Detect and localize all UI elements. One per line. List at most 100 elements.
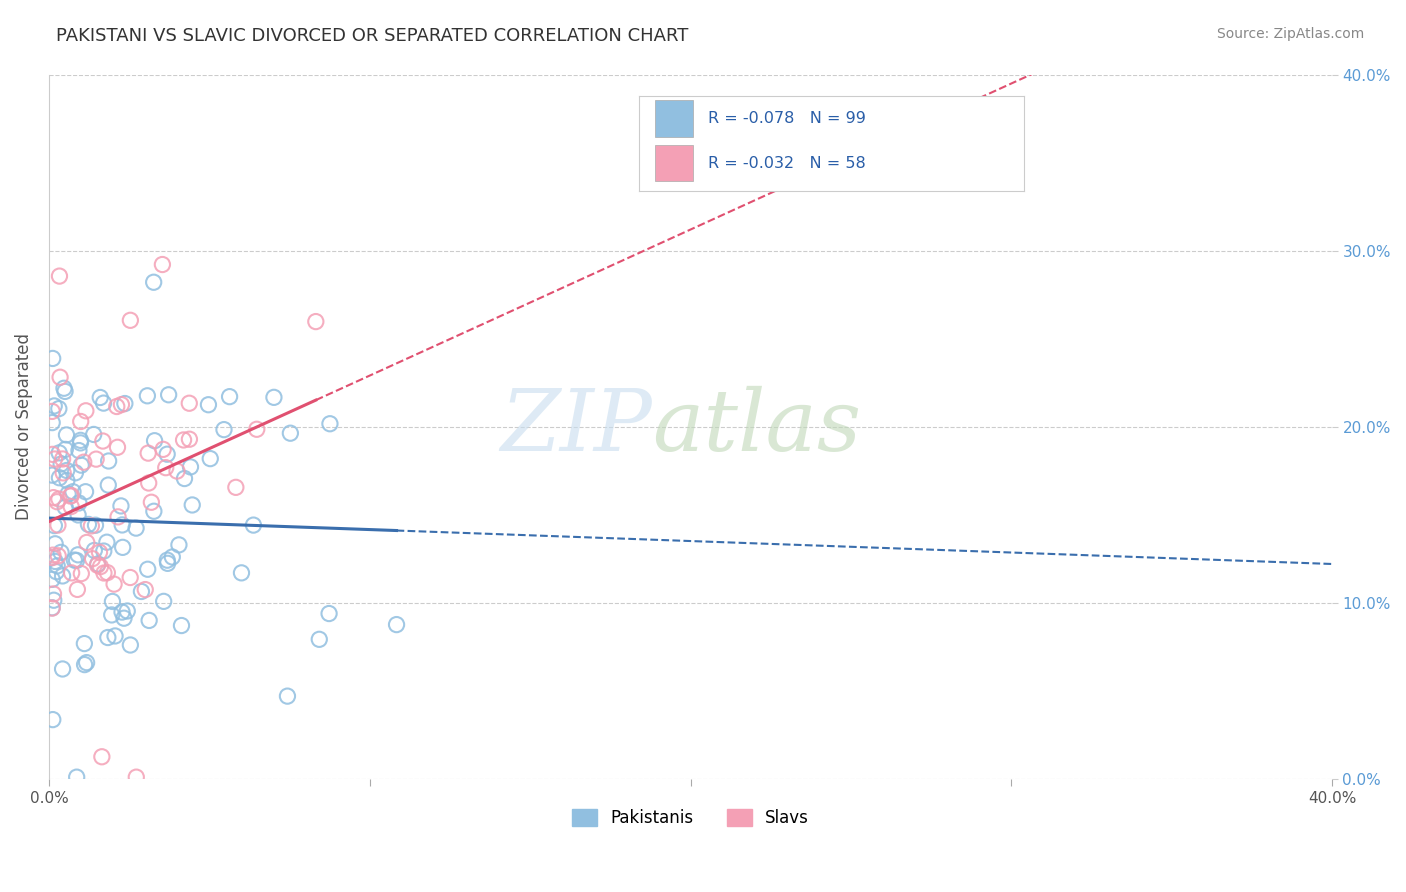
Point bbox=[52, 466, 75, 480]
Point bbox=[70, 566, 93, 581]
Point bbox=[67, 508, 90, 522]
Point bbox=[75, 404, 97, 418]
Point bbox=[170, 618, 193, 632]
Point bbox=[110, 499, 132, 513]
Point bbox=[76, 535, 98, 549]
Point bbox=[67, 443, 90, 458]
Point bbox=[212, 423, 235, 437]
Point bbox=[152, 442, 174, 457]
Point bbox=[75, 484, 97, 499]
Point bbox=[91, 434, 114, 448]
Point bbox=[73, 636, 96, 650]
Point bbox=[111, 518, 134, 533]
Point bbox=[125, 521, 148, 535]
Text: Source: ZipAtlas.com: Source: ZipAtlas.com bbox=[1216, 27, 1364, 41]
Point bbox=[86, 558, 108, 573]
Point bbox=[167, 538, 190, 552]
Point bbox=[41, 600, 63, 615]
Point bbox=[100, 607, 122, 622]
Point bbox=[105, 400, 128, 414]
Point bbox=[138, 614, 160, 628]
Point bbox=[73, 455, 96, 469]
Point bbox=[42, 587, 65, 601]
Point bbox=[84, 452, 107, 467]
Point bbox=[52, 662, 75, 676]
Point bbox=[112, 611, 135, 625]
Point bbox=[73, 657, 96, 672]
Point bbox=[42, 491, 65, 505]
Point bbox=[44, 399, 66, 413]
Point bbox=[42, 593, 65, 607]
Point bbox=[70, 458, 93, 472]
Point bbox=[41, 468, 63, 483]
Point bbox=[103, 577, 125, 591]
Point bbox=[69, 436, 91, 450]
Point bbox=[125, 770, 148, 784]
Point bbox=[142, 504, 165, 518]
Point bbox=[59, 489, 82, 503]
Point bbox=[162, 549, 184, 564]
Point bbox=[136, 562, 159, 576]
Point bbox=[134, 582, 156, 597]
Text: PAKISTANI VS SLAVIC DIVORCED OR SEPARATED CORRELATION CHART: PAKISTANI VS SLAVIC DIVORCED OR SEPARATE… bbox=[56, 27, 689, 45]
Point bbox=[276, 689, 298, 703]
Point bbox=[66, 770, 89, 784]
Point bbox=[318, 607, 340, 621]
Point bbox=[41, 550, 63, 565]
Point bbox=[41, 573, 63, 587]
Point bbox=[45, 565, 67, 579]
Point bbox=[46, 494, 69, 508]
Point bbox=[179, 396, 201, 410]
Point bbox=[67, 496, 90, 510]
Point bbox=[55, 428, 77, 442]
Point bbox=[111, 605, 134, 619]
Point bbox=[84, 518, 107, 533]
Point bbox=[48, 491, 70, 506]
Point bbox=[231, 566, 253, 580]
Point bbox=[69, 415, 91, 429]
Point bbox=[110, 398, 132, 412]
Point bbox=[52, 569, 75, 583]
Point bbox=[83, 543, 105, 558]
Point bbox=[63, 553, 86, 567]
Point bbox=[136, 389, 159, 403]
Point bbox=[89, 559, 111, 574]
Point bbox=[60, 500, 83, 514]
Point bbox=[46, 518, 69, 533]
Point bbox=[44, 537, 66, 551]
Point bbox=[138, 475, 160, 490]
Point bbox=[48, 269, 70, 284]
Point bbox=[104, 629, 127, 643]
Point bbox=[44, 554, 66, 568]
Y-axis label: Divorced or Separated: Divorced or Separated bbox=[15, 334, 32, 520]
Point bbox=[111, 541, 134, 555]
Point bbox=[69, 434, 91, 448]
Point bbox=[166, 464, 188, 478]
Point bbox=[280, 426, 302, 441]
Point bbox=[89, 391, 111, 405]
Point bbox=[49, 457, 72, 471]
Point bbox=[87, 557, 110, 571]
Point bbox=[97, 631, 120, 645]
Point bbox=[93, 544, 115, 558]
Point bbox=[242, 518, 264, 533]
Point bbox=[155, 460, 177, 475]
Point bbox=[93, 566, 115, 580]
Point bbox=[93, 396, 115, 410]
Point bbox=[120, 313, 142, 327]
Point bbox=[141, 495, 163, 509]
Point bbox=[80, 519, 103, 533]
Point bbox=[49, 545, 72, 559]
Point bbox=[83, 427, 105, 442]
Point bbox=[48, 446, 70, 460]
Point bbox=[56, 487, 79, 501]
Point bbox=[56, 474, 79, 488]
Point bbox=[157, 388, 180, 402]
Point bbox=[173, 433, 195, 447]
Point bbox=[120, 638, 142, 652]
Point bbox=[41, 404, 63, 418]
Point bbox=[114, 396, 136, 410]
Point bbox=[52, 452, 75, 467]
Point bbox=[48, 471, 70, 485]
Point bbox=[53, 500, 76, 515]
